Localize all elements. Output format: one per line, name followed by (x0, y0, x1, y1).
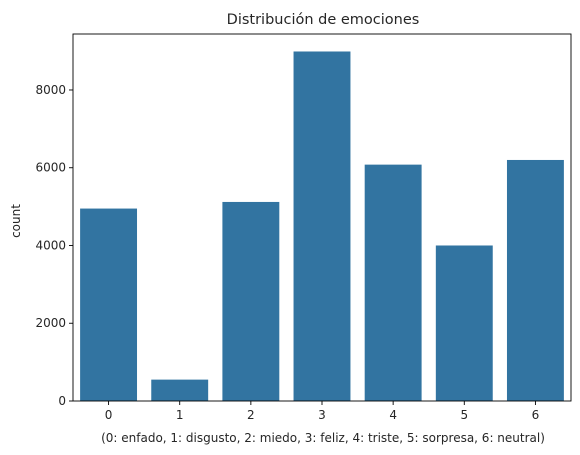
y-axis-label: count (9, 204, 23, 238)
x-tick-label-0: 0 (105, 408, 113, 422)
bar-3 (293, 51, 351, 402)
x-tick-label-1: 1 (176, 408, 184, 422)
y-tick-label-8000: 8000 (35, 83, 66, 97)
bar-0 (80, 208, 138, 401)
x-tick-label-4: 4 (389, 408, 397, 422)
bar-2 (222, 201, 280, 401)
y-tick-label-0: 0 (58, 394, 66, 408)
y-tick-label-2000: 2000 (35, 316, 66, 330)
bar-4 (364, 164, 422, 401)
x-tick-label-3: 3 (318, 408, 326, 422)
x-axis-label: (0: enfado, 1: disgusto, 2: miedo, 3: fe… (101, 431, 545, 445)
bar-6 (506, 159, 564, 401)
x-tick-label-6: 6 (532, 408, 540, 422)
y-tick-label-6000: 6000 (35, 161, 66, 175)
bar-5 (435, 245, 493, 401)
chart-title: Distribución de emociones (227, 12, 420, 28)
x-tick-label-2: 2 (247, 408, 255, 422)
plot-area: 0 1 2 3 4 5 6 0 2000 4000 6000 8000 (35, 33, 572, 422)
bar-1 (151, 379, 209, 401)
x-tick-label-5: 5 (460, 408, 468, 422)
y-tick-label-4000: 4000 (35, 238, 66, 252)
